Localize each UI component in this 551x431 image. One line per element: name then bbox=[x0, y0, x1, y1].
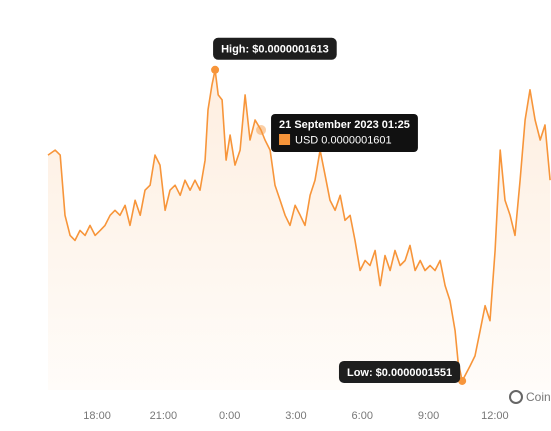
x-tick-label: 0:00 bbox=[219, 410, 240, 422]
marker bbox=[211, 65, 220, 74]
annotation: Low: $0.0000001551 bbox=[338, 360, 461, 383]
annotation-text: Low: $0.0000001551 bbox=[347, 367, 452, 379]
annotation: High: $0.0000001613 bbox=[213, 37, 337, 60]
annotation-box bbox=[213, 37, 337, 60]
watermark: Coin bbox=[509, 390, 551, 404]
tooltip-text: USD 0.0000001601 bbox=[295, 134, 392, 146]
x-tick-label: 18:00 bbox=[83, 410, 111, 422]
tooltip-box bbox=[271, 114, 418, 152]
tooltip: 21 September 2023 01:25 USD 0.0000001601 bbox=[271, 114, 418, 152]
annotation-text: High: $0.0000001613 bbox=[221, 44, 329, 56]
x-tick-label: 12:00 bbox=[481, 410, 509, 422]
tooltip-swatch bbox=[279, 134, 291, 145]
x-tick-label: 9:00 bbox=[418, 410, 439, 422]
x-tick-label: 6:00 bbox=[352, 410, 373, 422]
x-tick-label: 21:00 bbox=[150, 410, 178, 422]
annotation-box bbox=[338, 360, 461, 383]
area bbox=[48, 69, 551, 391]
watermark-logo bbox=[509, 390, 523, 404]
tooltip-title: 21 September 2023 01:25 bbox=[279, 119, 410, 131]
hover-marker bbox=[256, 125, 267, 135]
marker bbox=[458, 376, 467, 385]
watermark-text: Coin bbox=[526, 390, 551, 404]
x-tick-label: 3:00 bbox=[285, 410, 306, 422]
overlay: High: $0.0000001613 Low: $0.0000001551 21 … bbox=[211, 37, 551, 404]
